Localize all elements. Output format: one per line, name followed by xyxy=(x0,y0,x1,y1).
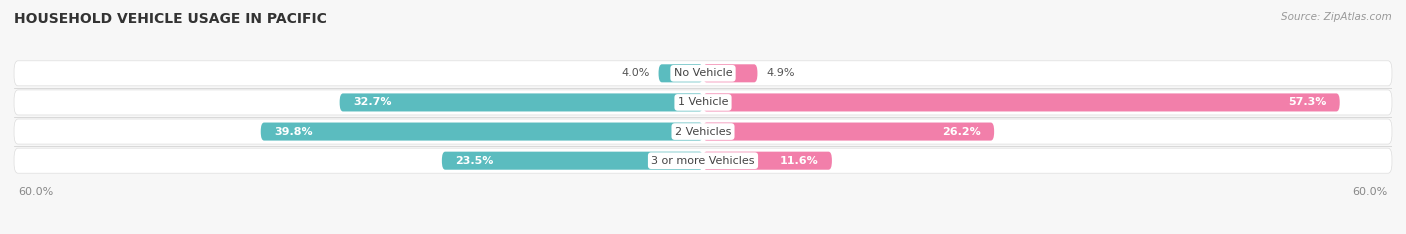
Text: 4.9%: 4.9% xyxy=(766,68,794,78)
FancyBboxPatch shape xyxy=(703,64,758,82)
FancyBboxPatch shape xyxy=(14,90,1392,115)
Text: 1 Vehicle: 1 Vehicle xyxy=(678,97,728,107)
Text: 57.3%: 57.3% xyxy=(1288,97,1326,107)
Text: HOUSEHOLD VEHICLE USAGE IN PACIFIC: HOUSEHOLD VEHICLE USAGE IN PACIFIC xyxy=(14,12,328,26)
FancyBboxPatch shape xyxy=(14,148,1392,173)
Text: 2 Vehicles: 2 Vehicles xyxy=(675,127,731,137)
FancyBboxPatch shape xyxy=(658,64,703,82)
Text: 3 or more Vehicles: 3 or more Vehicles xyxy=(651,156,755,166)
Text: Source: ZipAtlas.com: Source: ZipAtlas.com xyxy=(1281,12,1392,22)
Text: No Vehicle: No Vehicle xyxy=(673,68,733,78)
Text: 39.8%: 39.8% xyxy=(274,127,312,137)
FancyBboxPatch shape xyxy=(703,123,994,141)
FancyBboxPatch shape xyxy=(703,93,1340,111)
FancyBboxPatch shape xyxy=(703,152,832,170)
Text: 26.2%: 26.2% xyxy=(942,127,981,137)
Text: 23.5%: 23.5% xyxy=(456,156,494,166)
Text: 32.7%: 32.7% xyxy=(353,97,391,107)
FancyBboxPatch shape xyxy=(260,123,703,141)
FancyBboxPatch shape xyxy=(340,93,703,111)
FancyBboxPatch shape xyxy=(14,61,1392,86)
Text: 11.6%: 11.6% xyxy=(780,156,818,166)
FancyBboxPatch shape xyxy=(14,119,1392,144)
Text: 4.0%: 4.0% xyxy=(621,68,650,78)
FancyBboxPatch shape xyxy=(441,152,703,170)
